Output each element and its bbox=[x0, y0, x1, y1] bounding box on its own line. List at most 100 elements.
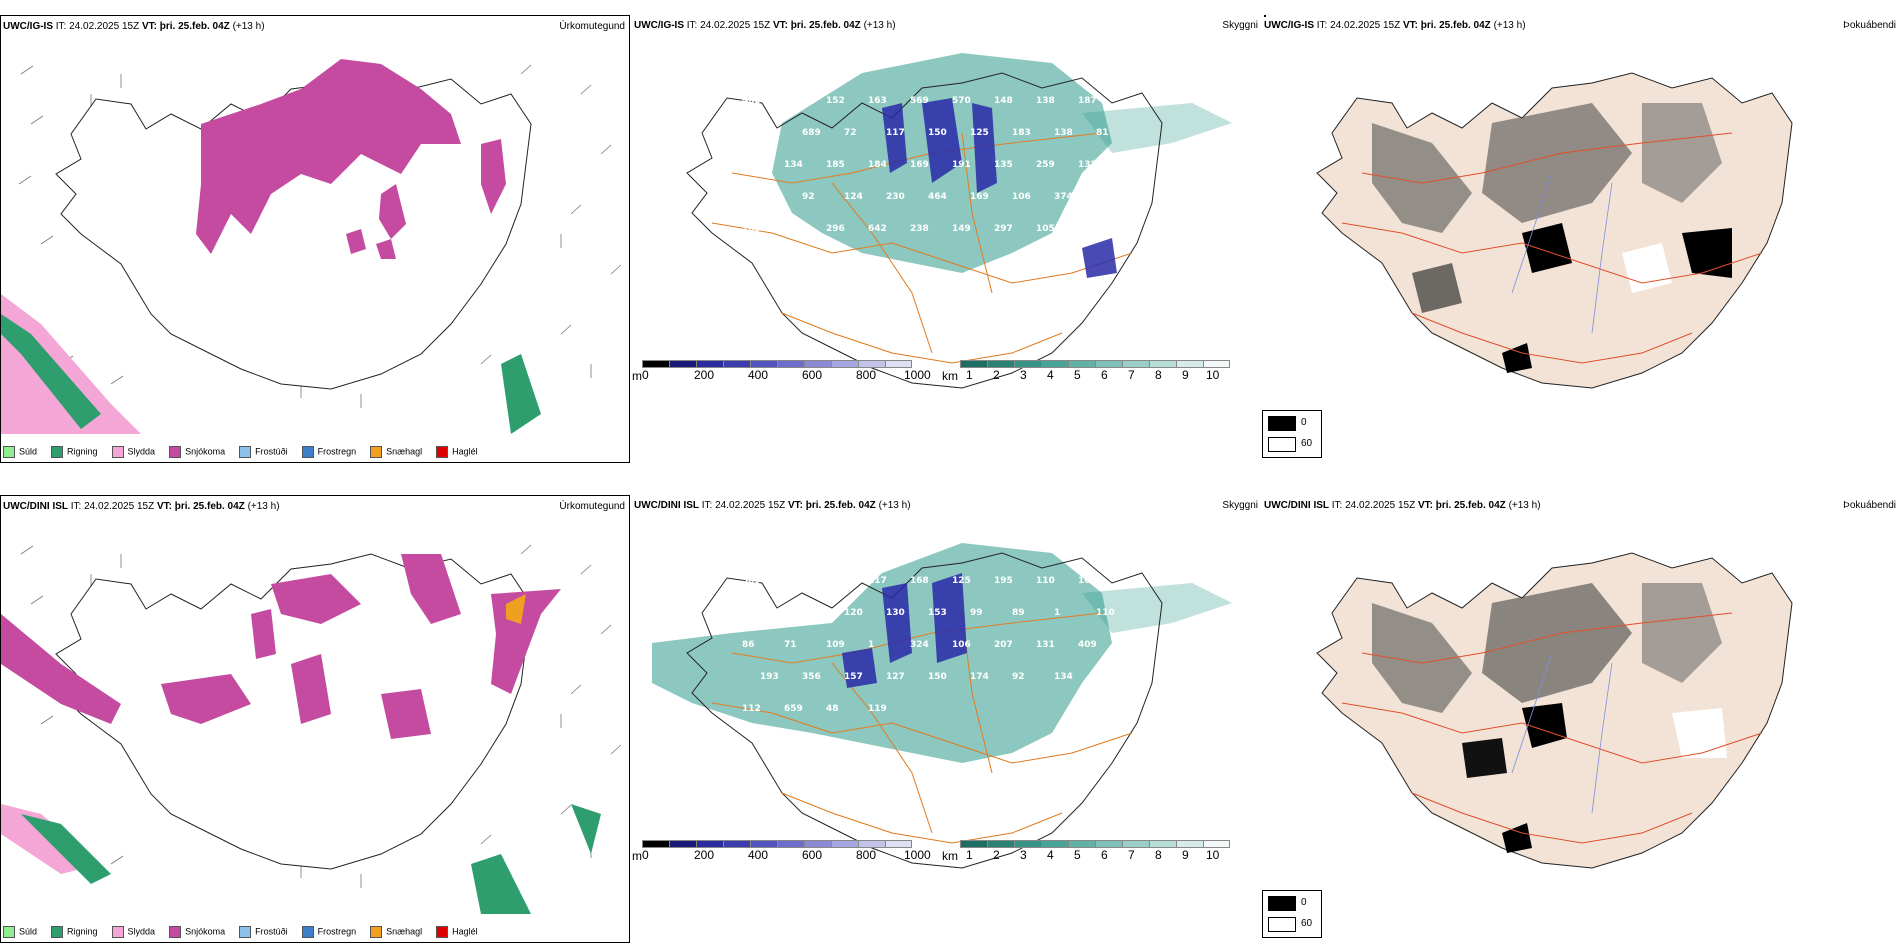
km-seg bbox=[1122, 840, 1149, 848]
panel-header: UWC/IG-IS IT: 24.02.2025 15Z VT: þri. 25… bbox=[634, 19, 1258, 33]
legend-swatch bbox=[301, 446, 314, 458]
visibility-value: 138 bbox=[1036, 96, 1055, 106]
legend-item-snaehagl: Snæhagl bbox=[370, 446, 422, 458]
visibility-value: 169 bbox=[910, 160, 929, 170]
legend-label: Snjókoma bbox=[185, 926, 226, 937]
m-ticks: 0 200 400 600 800 1000 bbox=[632, 368, 952, 382]
visibility-value: 153 bbox=[928, 608, 947, 618]
visibility-value: 509 bbox=[742, 576, 761, 586]
km-tick: 3 bbox=[1020, 368, 1027, 382]
legend-label: Rigning bbox=[67, 926, 98, 937]
visibility-value: 1 bbox=[1054, 608, 1060, 618]
panel-header: UWC/DINI ISL IT: 24.02.2025 15Z VT: þri.… bbox=[634, 499, 1258, 513]
km-seg bbox=[960, 840, 987, 848]
visibility-value: 48 bbox=[826, 704, 839, 714]
visibility-haze-east bbox=[1082, 103, 1232, 153]
legend-item-haglel: Haglél bbox=[436, 926, 478, 938]
km-tick: 1 bbox=[966, 368, 973, 382]
visibility-value: 134 bbox=[784, 160, 803, 170]
m-tick: 400 bbox=[748, 848, 769, 862]
legend-swatch bbox=[436, 926, 449, 938]
panel-title: Úrkomutegund bbox=[559, 21, 625, 32]
visibility-value: 169 bbox=[970, 192, 989, 202]
legend-item-frostudi: Frostúði bbox=[239, 446, 288, 458]
m-seg bbox=[804, 360, 831, 368]
fog-shading bbox=[1372, 583, 1727, 853]
vt-label: VT: bbox=[787, 500, 803, 511]
visibility-value: 119 bbox=[868, 704, 887, 714]
visibility-value: 1 bbox=[868, 640, 874, 650]
it-label: IT: bbox=[1331, 500, 1343, 511]
visibility-value: 756 bbox=[802, 608, 821, 618]
legend-item-haglel: Haglél bbox=[436, 446, 478, 458]
visibility-panel-row1: UWC/IG-IS IT: 24.02.2025 15Z VT: þri. 25… bbox=[632, 15, 1266, 463]
km-seg bbox=[1014, 360, 1041, 368]
vt-value: þri. 25.feb. 04Z bbox=[790, 20, 861, 31]
visibility-value: 92 bbox=[802, 192, 815, 202]
sw-precip bbox=[1, 804, 601, 914]
visibility-value: 106 bbox=[1012, 192, 1031, 202]
m-tick: 200 bbox=[694, 848, 715, 862]
km-tick: 7 bbox=[1128, 848, 1135, 862]
panel-header: UWC/DINI ISL IT: 24.02.2025 15Z VT: þri.… bbox=[1264, 499, 1896, 513]
km-ticks: 1 2 3 4 5 6 7 8 9 10 bbox=[960, 848, 1280, 862]
visibility-value: 161 bbox=[1078, 224, 1097, 234]
legend-swatch bbox=[111, 926, 124, 938]
m-seg bbox=[642, 360, 669, 368]
visibility-value: 238 bbox=[784, 224, 803, 234]
km-tick: 3 bbox=[1020, 848, 1027, 862]
m-tick: 800 bbox=[856, 368, 877, 382]
visibility-value: 642 bbox=[868, 224, 887, 234]
vt-value: þri. 25.feb. 04Z bbox=[805, 500, 876, 511]
fog-black-value: 0 bbox=[1301, 417, 1307, 428]
legend-swatch bbox=[3, 446, 15, 458]
km-tick: 1 bbox=[966, 848, 973, 862]
panel-title: Skyggni bbox=[1222, 20, 1258, 31]
km-seg bbox=[1041, 360, 1068, 368]
legend-label: Slydda bbox=[127, 926, 156, 937]
visibility-value: 89 bbox=[1012, 608, 1025, 618]
visibility-value: 165 bbox=[1078, 576, 1097, 586]
visibility-value: 141 bbox=[1096, 192, 1115, 202]
m-seg bbox=[696, 360, 723, 368]
m-seg bbox=[885, 360, 912, 368]
visibility-value: 99 bbox=[970, 608, 983, 618]
iceland-outline bbox=[55, 553, 532, 870]
km-tick: 7 bbox=[1128, 368, 1135, 382]
meter-swatches bbox=[642, 360, 912, 368]
m-seg bbox=[777, 840, 804, 848]
km-tick: 6 bbox=[1101, 368, 1108, 382]
m-seg bbox=[642, 840, 669, 848]
visibility-value: 109 bbox=[826, 640, 845, 650]
visibility-value: 504 bbox=[760, 608, 779, 618]
visibility-value: 135 bbox=[994, 160, 1013, 170]
visibility-value: 187 bbox=[1078, 96, 1097, 106]
visibility-value: 29 bbox=[844, 256, 857, 266]
legend-swatch bbox=[436, 446, 449, 458]
fog-scale-box-row2: 0 60 bbox=[1262, 890, 1322, 938]
model-name: UWC/DINI ISL bbox=[1264, 500, 1329, 511]
km-unit: km bbox=[942, 849, 958, 863]
m-seg bbox=[750, 360, 777, 368]
visibility-value: 193 bbox=[760, 672, 779, 682]
lead-time: (+13 h) bbox=[247, 501, 280, 512]
precip-legend: Súld Rigning Slydda Snjókoma Frostúði Fr… bbox=[3, 446, 478, 458]
visibility-value: 161 bbox=[826, 576, 845, 586]
lead-time: (+13 h) bbox=[863, 20, 896, 31]
legend-item-rigning: Rigning bbox=[51, 446, 98, 458]
visibility-value: 168 bbox=[910, 576, 929, 586]
model-name: UWC/DINI ISL bbox=[3, 501, 68, 512]
m-tick: 800 bbox=[856, 848, 877, 862]
visibility-value: 324 bbox=[910, 640, 929, 650]
km-seg bbox=[1095, 840, 1122, 848]
fog-white-value: 60 bbox=[1301, 918, 1313, 929]
panel-title: Úrkomutegund bbox=[559, 501, 625, 512]
visibility-value: 71 bbox=[784, 640, 797, 650]
legend-swatch bbox=[111, 446, 124, 458]
m-tick: 1000 bbox=[904, 368, 931, 382]
km-seg bbox=[960, 360, 987, 368]
km-tick: 9 bbox=[1182, 848, 1189, 862]
km-seg bbox=[1068, 360, 1095, 368]
m-seg bbox=[885, 840, 912, 848]
it-value: 24.02.2025 15Z bbox=[69, 21, 140, 32]
